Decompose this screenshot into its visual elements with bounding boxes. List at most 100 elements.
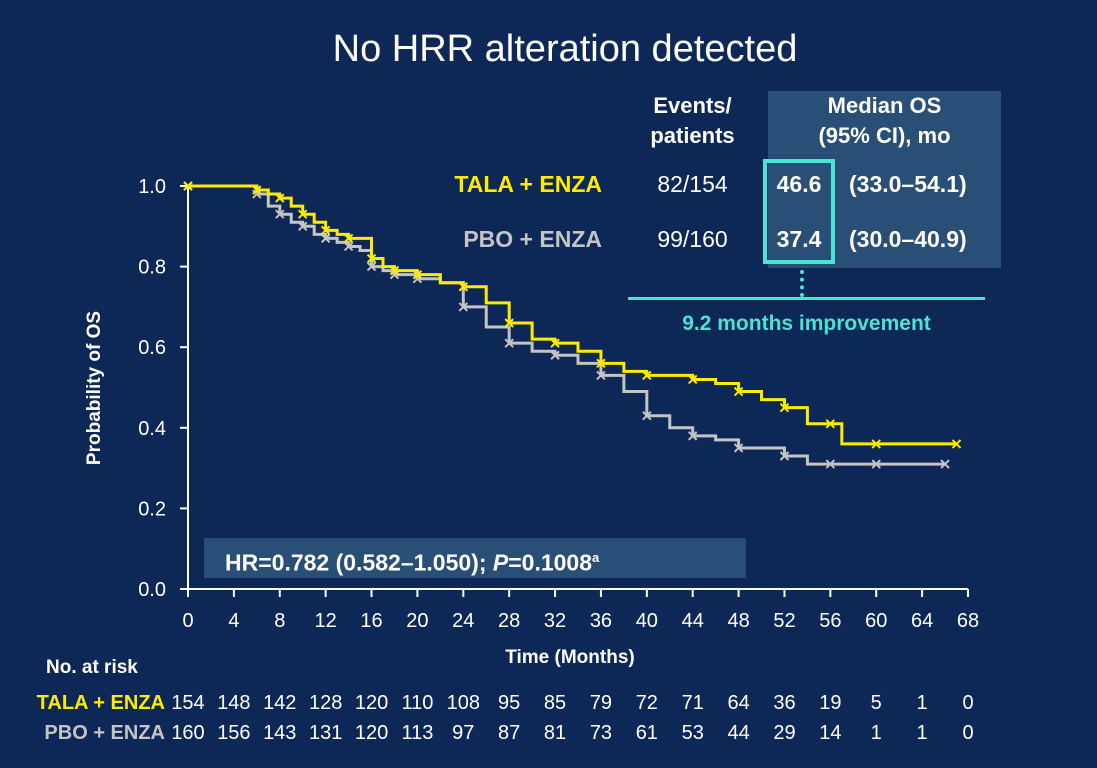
pbo-row-label: PBO + ENZA xyxy=(463,226,602,252)
censor-mark xyxy=(687,374,698,385)
censor-mark xyxy=(275,193,285,203)
risk-value: 73 xyxy=(589,722,613,744)
risk-value: 19 xyxy=(819,692,842,714)
hr-text: HR=0.782 (0.582–1.050); xyxy=(225,549,493,576)
x-tick-label: 8 xyxy=(274,610,285,632)
censor-mark xyxy=(596,370,606,381)
censor-mark xyxy=(389,265,400,276)
chart-title: No HRR alteration detected xyxy=(332,28,798,70)
events-header-line2: patients xyxy=(650,123,735,148)
x-tick-label: 60 xyxy=(865,610,887,632)
x-tick-label: 44 xyxy=(682,610,704,632)
censor-mark xyxy=(183,181,193,191)
censor-mark xyxy=(951,439,962,449)
x-tick-label: 28 xyxy=(498,610,520,632)
risk-value: 131 xyxy=(308,722,343,744)
censor-mark xyxy=(779,451,790,461)
tala-median: 46.6 xyxy=(776,171,822,197)
risk-value: 87 xyxy=(498,722,521,744)
censor-mark xyxy=(642,411,652,421)
improvement-text: 9.2 months improvement xyxy=(682,312,931,335)
risk-value: 154 xyxy=(171,692,205,714)
risk-value: 36 xyxy=(773,692,796,714)
censor-mark xyxy=(366,253,377,264)
censor-mark xyxy=(320,233,331,244)
censor-mark xyxy=(825,419,836,429)
pbo-ci: (30.0–40.9) xyxy=(849,226,967,252)
risk-value: 160 xyxy=(171,722,205,744)
censor-mark xyxy=(297,221,308,232)
risk-value: 1 xyxy=(916,722,928,744)
events-header-line1: Events/ xyxy=(653,93,732,118)
risk-value: 142 xyxy=(263,692,297,714)
risk-value: 113 xyxy=(401,722,434,744)
x-tick-label: 32 xyxy=(544,610,566,632)
risk-value: 44 xyxy=(727,722,750,744)
censor-mark xyxy=(458,282,469,292)
risk-value: 156 xyxy=(217,722,251,744)
risk-value: 29 xyxy=(773,722,796,744)
y-tick-label: 0.4 xyxy=(138,418,166,440)
censor-mark xyxy=(275,209,285,219)
risk-value: 110 xyxy=(401,692,434,714)
footnote-marker: a xyxy=(592,550,600,565)
risk-value: 71 xyxy=(681,692,704,714)
censor-mark xyxy=(252,185,262,195)
risk-table-title: No. at risk xyxy=(46,657,138,678)
risk-value: 143 xyxy=(263,722,297,744)
risk-value: 72 xyxy=(635,692,658,714)
tala-ci: (33.0–54.1) xyxy=(849,171,967,197)
tala-row-label: TALA + ENZA xyxy=(454,171,602,197)
x-tick-label: 48 xyxy=(727,610,749,632)
risk-value: 53 xyxy=(681,722,704,744)
censor-mark xyxy=(825,459,836,469)
x-tick-label: 0 xyxy=(182,610,193,632)
censor-mark xyxy=(687,431,698,441)
y-tick-label: 0.8 xyxy=(138,257,166,279)
x-tick-label: 64 xyxy=(911,610,933,632)
y-tick-label: 0.0 xyxy=(138,579,166,601)
median-highlight-box xyxy=(763,159,835,264)
censor-mark xyxy=(550,350,560,360)
x-tick-label: 68 xyxy=(957,610,979,632)
censor-mark xyxy=(779,402,790,413)
censor-mark xyxy=(297,209,308,219)
risk-value: 128 xyxy=(308,692,343,714)
risk-value: 14 xyxy=(819,722,842,744)
median-header-line1: Median OS xyxy=(827,93,942,118)
improvement-line xyxy=(628,297,985,300)
censor-mark xyxy=(596,358,606,369)
y-tick-label: 0.2 xyxy=(138,498,166,520)
x-tick-label: 40 xyxy=(636,610,658,632)
risk-value: 64 xyxy=(727,692,750,714)
risk-label-pbo: PBO + ENZA xyxy=(44,722,165,744)
risk-value: 79 xyxy=(589,692,613,714)
censor-mark xyxy=(320,225,331,236)
censor-mark xyxy=(871,459,881,469)
improvement-connector xyxy=(800,270,804,297)
censor-mark xyxy=(343,241,354,252)
risk-value: 0 xyxy=(962,692,974,714)
pbo-median: 37.4 xyxy=(776,226,822,252)
x-tick-label: 20 xyxy=(406,610,428,632)
risk-value: 148 xyxy=(217,692,251,714)
risk-value: 1 xyxy=(916,692,928,714)
pbo-events: 99/160 xyxy=(657,226,728,252)
censor-mark xyxy=(343,233,354,244)
censor-mark xyxy=(871,439,881,449)
risk-value: 95 xyxy=(498,692,521,714)
hazard-ratio-box: HR=0.782 (0.582–1.050); P=0.1008a xyxy=(204,538,746,578)
censor-mark xyxy=(504,338,514,348)
tala-events: 82/154 xyxy=(657,171,728,197)
x-tick-label: 56 xyxy=(819,610,841,632)
censor-mark xyxy=(642,370,652,381)
risk-value: 85 xyxy=(543,692,567,714)
censor-mark xyxy=(940,459,950,469)
risk-value: 81 xyxy=(543,722,567,744)
censor-mark xyxy=(733,386,744,397)
y-tick-label: 0.6 xyxy=(138,337,166,359)
series-line-tala-enza xyxy=(188,184,957,446)
y-tick-label: 1.0 xyxy=(138,176,166,198)
median-os-box xyxy=(768,91,1001,268)
